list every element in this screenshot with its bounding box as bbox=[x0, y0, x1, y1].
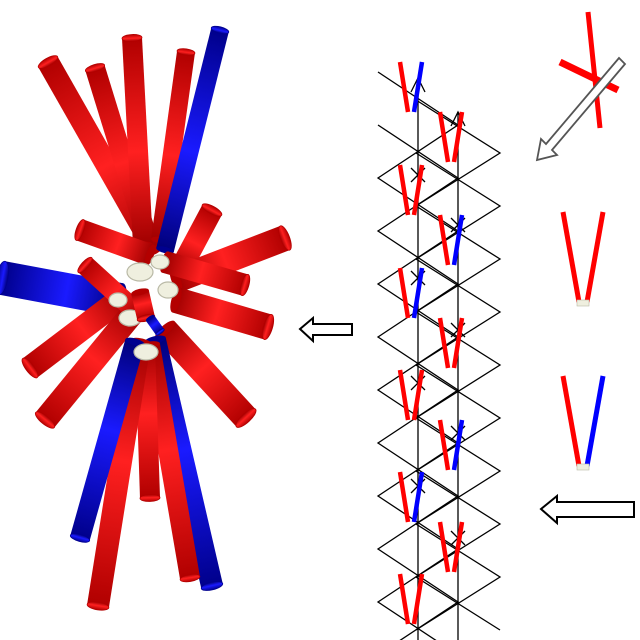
connector-piece bbox=[576, 299, 590, 307]
left-arrow-upper bbox=[298, 315, 353, 344]
lattice-v-pair-5 bbox=[397, 267, 425, 319]
red-red-v-unit bbox=[560, 211, 606, 307]
core-connector bbox=[108, 292, 128, 308]
cluster-rod-8 bbox=[170, 287, 275, 340]
lattice-v-pair-4 bbox=[437, 214, 465, 266]
cluster-center-accent bbox=[145, 314, 165, 336]
arrows-group bbox=[298, 56, 635, 526]
cluster-rod-12 bbox=[154, 320, 257, 428]
cluster-core bbox=[108, 254, 179, 361]
cluster-center-rod bbox=[131, 288, 156, 323]
assembled-cluster bbox=[0, 25, 292, 611]
zigzag-lattice bbox=[376, 61, 502, 640]
core-connector bbox=[157, 281, 179, 299]
core-connector bbox=[133, 343, 159, 361]
lattice-v-pair-3 bbox=[397, 164, 425, 216]
lattice-v-pair-10 bbox=[437, 521, 465, 573]
connector-piece bbox=[576, 463, 590, 471]
core-connector bbox=[126, 262, 154, 282]
lattice-v-pair-6 bbox=[437, 317, 465, 369]
lattice-v-pair-7 bbox=[397, 369, 425, 421]
diagonal-arrow bbox=[535, 56, 627, 162]
lattice-v-pair-1 bbox=[397, 61, 425, 113]
lattice-v-pair-11 bbox=[397, 573, 425, 625]
left-arrow-lower bbox=[539, 493, 635, 526]
red-blue-v-unit bbox=[560, 375, 606, 471]
lattice-v-pair-2 bbox=[437, 111, 465, 163]
zigzag-left-inner bbox=[376, 124, 460, 640]
cluster-rod-17 bbox=[69, 337, 145, 543]
cluster-rod-18 bbox=[74, 219, 156, 266]
cluster-rod-19 bbox=[160, 251, 251, 297]
lattice-v-pair-8 bbox=[437, 419, 465, 471]
lattice-v-pair-9 bbox=[397, 471, 425, 523]
building-blocks bbox=[558, 11, 620, 471]
core-connector bbox=[150, 254, 170, 270]
crossed-rod-unit bbox=[558, 11, 620, 129]
